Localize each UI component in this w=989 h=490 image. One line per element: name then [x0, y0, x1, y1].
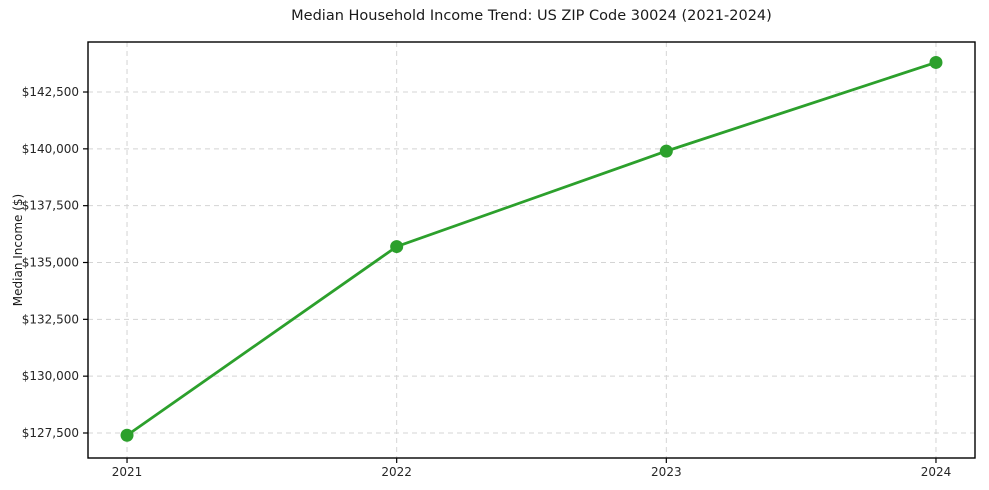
y-tick-label: $132,500 — [22, 312, 79, 326]
data-point-marker — [120, 428, 134, 442]
y-tick-label: $137,500 — [22, 199, 79, 213]
x-tick-label: 2021 — [112, 465, 143, 479]
x-tick-label: 2022 — [381, 465, 412, 479]
income-trend-line — [125, 61, 938, 437]
x-tick-label: 2023 — [651, 465, 682, 479]
chart-title: Median Household Income Trend: US ZIP Co… — [291, 8, 772, 24]
x-tick-label: 2024 — [921, 465, 952, 479]
axes-frame — [87, 41, 976, 459]
data-point-marker — [929, 55, 943, 69]
y-tick-label: $130,000 — [22, 369, 79, 383]
y-tick-label: $127,500 — [22, 426, 79, 440]
y-tick-label: $142,500 — [22, 85, 79, 99]
y-tick-label: $135,000 — [22, 256, 79, 270]
y-tick-label: $140,000 — [22, 142, 79, 156]
data-point-marker — [659, 144, 673, 158]
data-point-marker — [390, 240, 404, 254]
